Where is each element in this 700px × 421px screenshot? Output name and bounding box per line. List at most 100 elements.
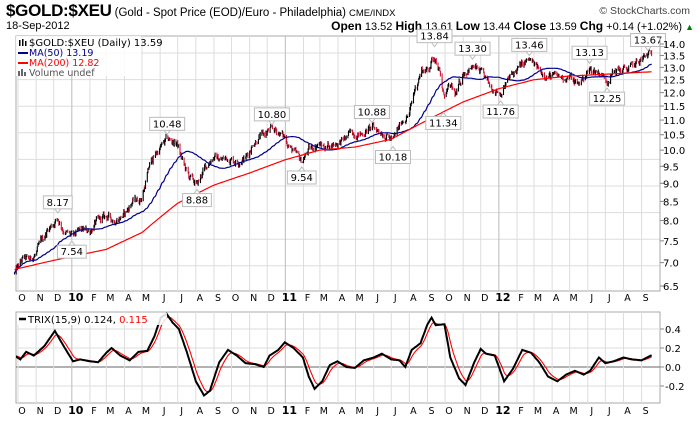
annotation-label: 9.54 (291, 173, 313, 184)
chart-title: $GOLD:$XEU (Gold - Spot Price (EOD)/Euro … (6, 1, 395, 21)
open-value: 13.52 (364, 21, 393, 33)
month-label: 10 (68, 404, 84, 417)
month-label: M (106, 293, 114, 304)
annotation-label: 13.13 (575, 48, 604, 59)
month-label: M (534, 406, 542, 417)
annotation-pointer (389, 145, 397, 151)
trix-legend-value: TRIX(15,9) 0.124, (27, 315, 116, 326)
annotation-label: 10.88 (358, 108, 387, 119)
y-tick-label: 0.0 (665, 363, 681, 374)
y-tick-label: 7.5 (663, 237, 679, 248)
y-tick-label: 11.5 (663, 102, 685, 113)
y-tick-label: 8.0 (663, 217, 679, 228)
month-label: S (428, 406, 434, 417)
symbol-description: (Gold - Spot Price (EOD)/Euro - Philadel… (114, 7, 347, 19)
trix-legend-background (17, 313, 167, 325)
exchange: CME/INDX (349, 8, 396, 19)
month-label: O (445, 406, 452, 417)
y-tick-label: 9.0 (663, 179, 679, 190)
month-label: M (142, 293, 150, 304)
annotation-box (56, 244, 87, 259)
annotation-box (182, 193, 212, 208)
month-label: M (320, 406, 328, 417)
month-label: D (268, 406, 275, 417)
y-tick-label: 13.0 (663, 63, 685, 74)
annotation-label: 10.48 (153, 119, 182, 130)
month-label: O (18, 406, 25, 417)
up-triangle-icon: ▲ (685, 22, 694, 32)
month-label: J (179, 406, 183, 417)
month-label: A (624, 406, 631, 417)
y-tick-label: 7.0 (663, 259, 679, 270)
legend-price: $GOLD:$XEU (Daily) 13.59 (29, 38, 163, 49)
month-label: A (125, 293, 132, 304)
trix-legend-text: TRIX(15,9) 0.124, 0.115 (27, 315, 148, 326)
legend-ma200: MA(200) 12.82 (29, 58, 99, 69)
annotation-box (425, 115, 462, 130)
month-label: M (534, 293, 542, 304)
month-label: M (355, 293, 363, 304)
month-label: F (518, 406, 523, 417)
month-label: O (232, 406, 239, 417)
y-tick-label: 0.4 (665, 325, 681, 336)
month-label: F (91, 406, 96, 417)
annotation-pointer (54, 208, 62, 214)
annotation-label: 11.76 (486, 107, 515, 118)
y-tick-label: 6.5 (663, 282, 679, 293)
annotation-pointer (497, 100, 505, 106)
month-label: A (410, 406, 417, 417)
month-label: 11 (282, 404, 297, 417)
month-label: N (37, 293, 44, 304)
annotation-pointer (68, 240, 76, 246)
annotation-label: 10.80 (258, 110, 287, 121)
month-label: F (518, 293, 523, 304)
month-label: 12 (495, 291, 510, 304)
annotation-box (511, 37, 548, 52)
annotation-pointer (298, 166, 306, 172)
month-label: J (589, 293, 593, 304)
month-label: J (162, 406, 166, 417)
month-label: J (162, 293, 166, 304)
annotation-box (454, 41, 491, 56)
main-legend: $GOLD:$XEU (Daily) 13.59 MA(50) 13.19 MA… (16, 36, 163, 79)
y-tick-label: 0.2 (665, 344, 681, 355)
month-label: A (339, 406, 346, 417)
trix-line (16, 312, 653, 398)
annotation-box (253, 107, 290, 122)
month-label: N (250, 406, 257, 417)
y-tick-label: 13.5 (663, 51, 685, 62)
annotation-box (571, 45, 608, 60)
brand-logo[interactable]: © StockCharts.com (599, 5, 690, 17)
month-label: A (624, 293, 631, 304)
y-tick-label: 10.5 (663, 131, 685, 142)
month-label: J (393, 293, 397, 304)
month-axis-main: O N D 10 F M A M J J A S O N D 11 F M A M J J A S O N D 12 F M A M J J A S (18, 291, 648, 304)
chg-value: +0.14 (+1.02%) (606, 21, 683, 33)
annotation-box (416, 29, 453, 44)
close-label: Close (513, 19, 547, 33)
annotation-pointer (603, 87, 611, 93)
month-label: J (375, 293, 379, 304)
legend-ma50: MA(50) 13.19 (29, 48, 93, 59)
chart-date: 18-Sep-2012 (6, 20, 70, 32)
annotation-pointer (469, 54, 476, 61)
month-label: N (464, 293, 471, 304)
annotation-pointer (163, 130, 171, 136)
month-label: S (643, 293, 649, 304)
month-label: J (393, 406, 397, 417)
annotation-label: 8.88 (186, 196, 208, 207)
month-label: A (339, 293, 346, 304)
month-label: M (570, 293, 578, 304)
trix-marks (16, 312, 653, 398)
main-y-axis: 14.013.513.0 12.5 12.0 11.5 11.0 10.5 10.0 9.5 9… (659, 36, 685, 293)
month-label: 10 (68, 291, 84, 304)
month-label: O (232, 293, 239, 304)
annotation-label: 10.18 (379, 152, 408, 163)
month-label: D (481, 406, 488, 417)
month-label: F (91, 293, 96, 304)
annotation-pointer (368, 118, 376, 124)
month-label: F (305, 293, 310, 304)
month-label: 11 (282, 291, 297, 304)
month-label: M (106, 406, 114, 417)
month-label: M (570, 406, 578, 417)
